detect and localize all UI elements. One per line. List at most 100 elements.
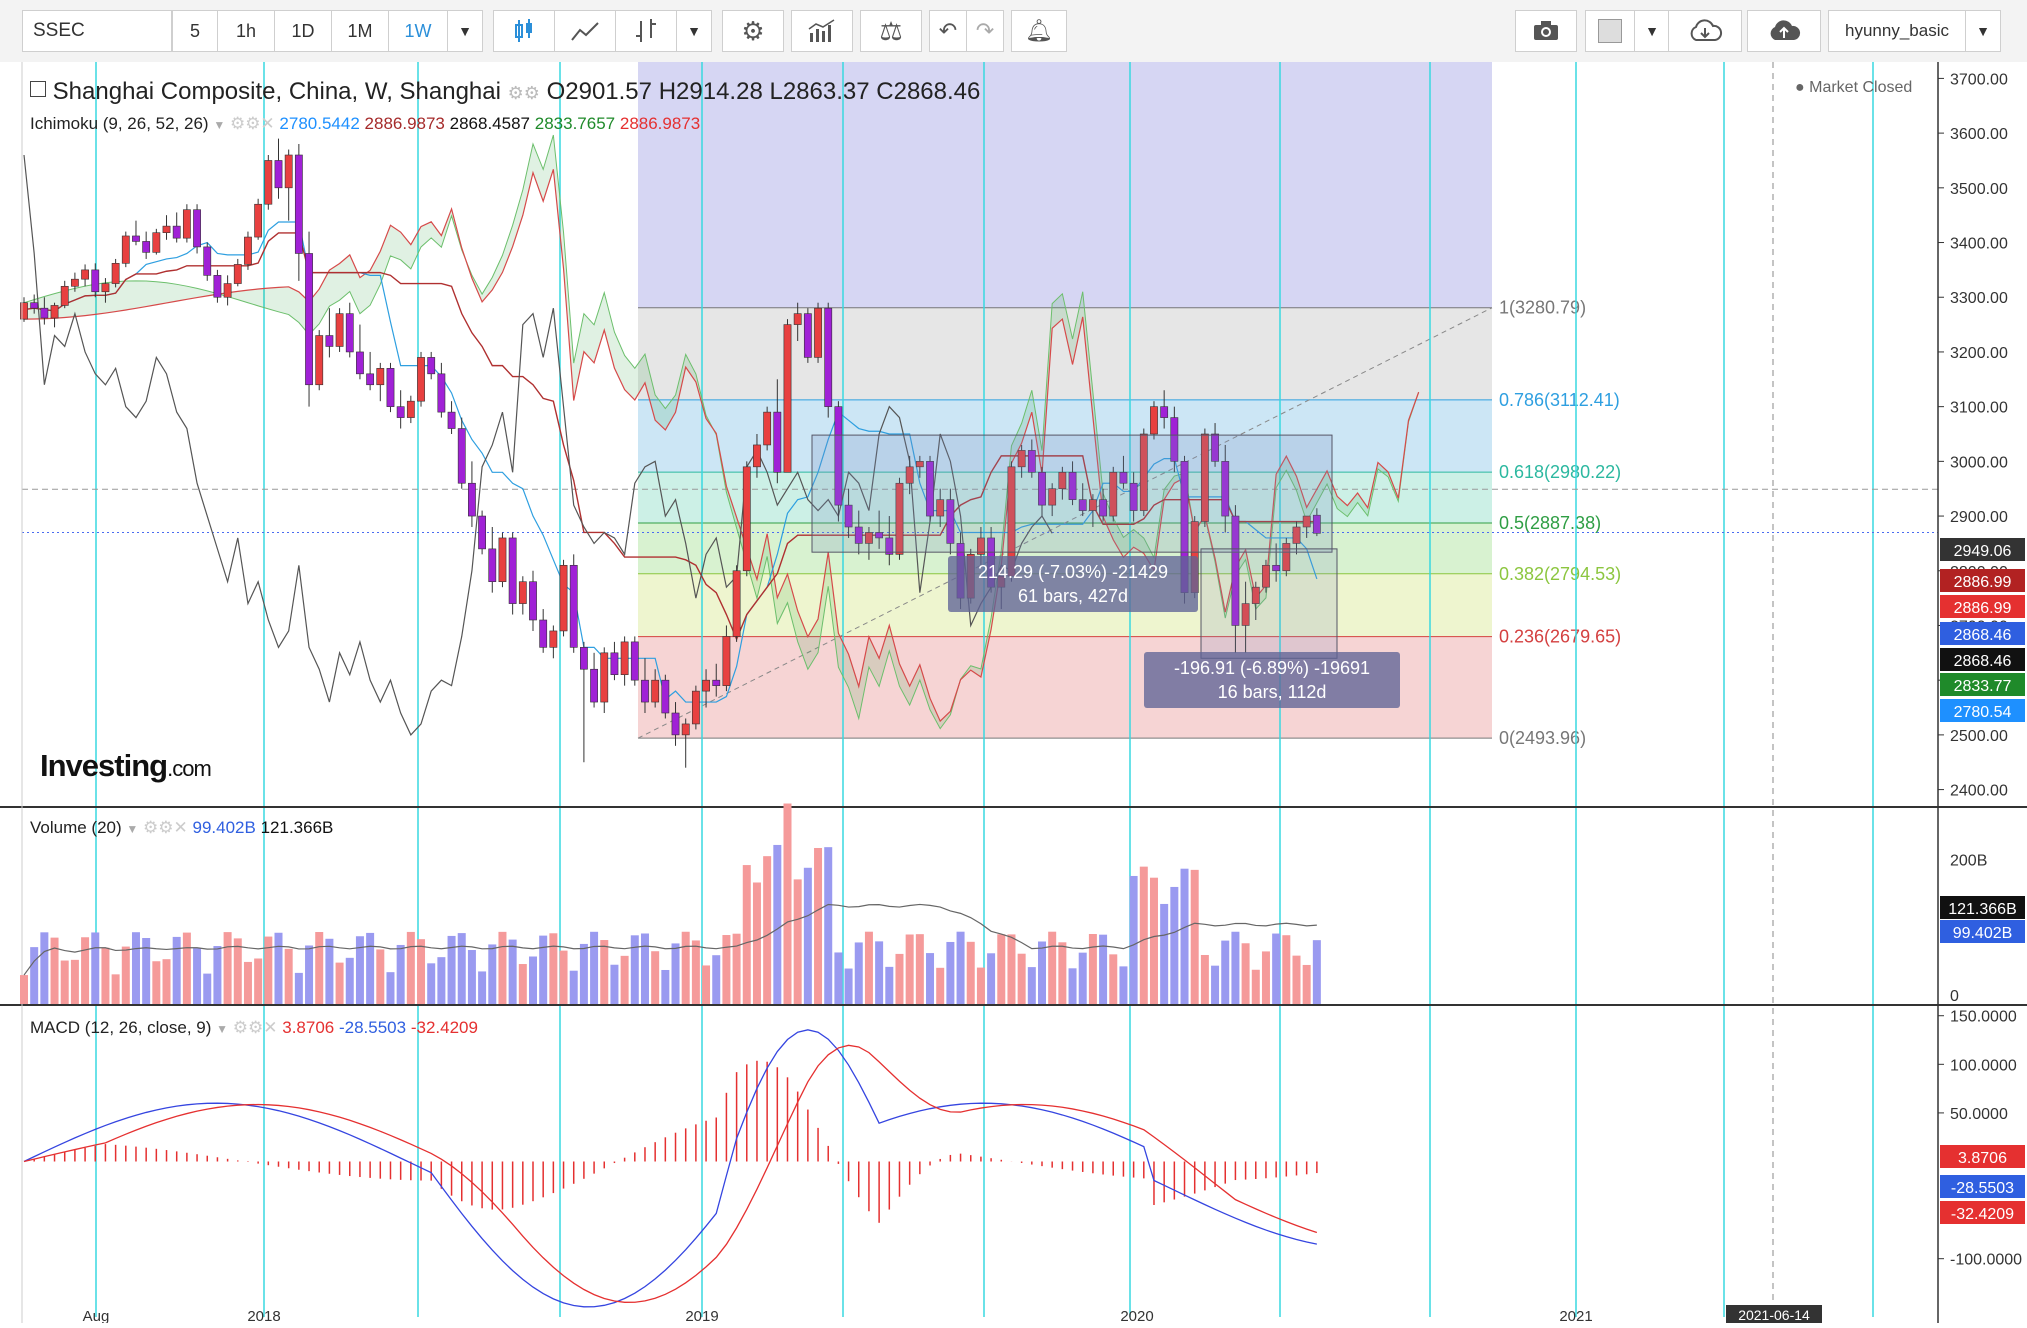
alert-button[interactable]: 🔔︎ (1011, 10, 1067, 52)
indicator-controls-icon[interactable]: ⚙⚙✕ (229, 114, 275, 133)
chart-svg[interactable]: 0(2493.96) 0.236(2679.65) 0.382(2794.53) 0.… (0, 62, 2027, 1325)
price-tag: 2868.46 (1954, 627, 2012, 644)
price-tag: 2780.54 (1954, 704, 2012, 721)
volume-bar (793, 879, 802, 1004)
undo-button[interactable]: ↶ (929, 10, 967, 52)
indicator-controls-icon[interactable]: ⚙⚙✕ (232, 1018, 278, 1037)
chart-area[interactable]: 0(2493.96) 0.236(2679.65) 0.382(2794.53) 0.… (0, 62, 2027, 1325)
interval-1d[interactable]: 1D (274, 10, 332, 52)
volume-bar (1272, 933, 1281, 1004)
volume-bar (366, 932, 375, 1004)
volume-bar (742, 865, 751, 1004)
candle-body (345, 313, 354, 353)
ichimoku-value-2: 2886.9873 (364, 114, 445, 133)
settings-button[interactable]: ⚙ (722, 10, 784, 52)
volume-bar (121, 946, 130, 1004)
candle-body (1272, 564, 1281, 572)
layout-dropdown[interactable]: ▼ (1965, 10, 2001, 52)
measure-box-1[interactable]: 214.29 (-7.03%) -21429 61 bars, 427d (948, 556, 1198, 612)
interval-1m[interactable]: 1M (331, 10, 389, 52)
volume-bar (976, 967, 985, 1004)
layout-name[interactable]: hyunny_basic (1828, 10, 1966, 52)
candle-body (1078, 499, 1087, 511)
macd-tick-label: 100.0000 (1950, 1057, 2017, 1074)
candle-body (661, 679, 670, 714)
color-dropdown[interactable]: ▼ (1634, 10, 1670, 52)
interval-dropdown[interactable]: ▼ (447, 10, 483, 52)
candle-body (152, 232, 161, 253)
open-value: 2901.57 (565, 78, 653, 105)
interval-1w[interactable]: 1W (388, 10, 448, 52)
price-tick-label: 3000.00 (1950, 454, 2008, 471)
candle-body (244, 236, 252, 265)
chevron-down-icon[interactable]: ▼ (126, 822, 139, 836)
volume-bar (691, 940, 700, 1004)
indicators-button[interactable] (791, 10, 853, 52)
volume-bar (1068, 968, 1077, 1004)
volume-bar (1170, 886, 1179, 1004)
candle-body (915, 461, 924, 468)
low-value: 2863.37 (782, 78, 870, 105)
volume-bar (783, 803, 792, 1004)
macd-tag-bg (1940, 1145, 2025, 1168)
volume-bar (467, 950, 476, 1004)
price-tag: 2833.77 (1954, 678, 2012, 695)
price-tag: 2886.99 (1954, 574, 2012, 591)
color-button[interactable] (1585, 10, 1635, 52)
chevron-down-icon[interactable]: ▼ (216, 1022, 229, 1036)
volume-name[interactable]: Volume (20) (30, 818, 122, 837)
save-chart-button[interactable] (1747, 10, 1821, 52)
macd-tag: 3.8706 (1958, 1150, 2007, 1167)
legend-settings-icon[interactable]: ⚙⚙ (507, 83, 540, 103)
volume-bar (1190, 869, 1199, 1004)
interval-5[interactable]: 5 (172, 10, 218, 52)
time-axis-label: 2018 (247, 1308, 280, 1323)
price-tag-bg (1940, 538, 2025, 561)
chevron-down-icon: ▼ (1976, 23, 1990, 39)
macd-name[interactable]: MACD (12, 26, close, 9) (30, 1018, 212, 1037)
line-chart-button[interactable] (554, 10, 616, 52)
candle-body (40, 307, 49, 319)
candle-body (315, 335, 324, 386)
candle-body (630, 641, 639, 681)
ichimoku-name[interactable]: Ichimoku (9, 26, 52, 26) (30, 114, 209, 133)
chart-type-dropdown[interactable]: ▼ (676, 10, 712, 52)
interval-1h[interactable]: 1h (217, 10, 275, 52)
volume-bar (1292, 955, 1301, 1004)
collapse-icon[interactable] (30, 81, 46, 97)
volume-bar (651, 951, 660, 1004)
candle-body (457, 428, 466, 484)
volume-bar (447, 935, 456, 1004)
volume-bar (1139, 866, 1148, 1004)
candles-button[interactable] (493, 10, 555, 52)
close-label: C (876, 78, 894, 105)
measure-box-2[interactable]: -196.91 (-6.89%) -19691 16 bars, 112d (1144, 652, 1400, 708)
redo-button[interactable]: ↷ (966, 10, 1004, 52)
price-tag: 2886.99 (1954, 600, 2012, 617)
compare-button[interactable]: ⚖ (860, 10, 922, 52)
snapshot-button[interactable] (1515, 10, 1577, 52)
indicator-controls-icon[interactable]: ⚙⚙✕ (143, 818, 188, 837)
volume-bar (600, 940, 609, 1004)
candle-body (569, 564, 578, 648)
ichimoku-value-1: 2780.5442 (279, 114, 360, 133)
volume-bar (1119, 966, 1128, 1004)
candle-body (1282, 543, 1291, 572)
volume-bar (854, 942, 863, 1004)
candle-body (193, 209, 201, 248)
load-chart-button[interactable] (1668, 10, 1742, 52)
candle-body (712, 679, 721, 686)
volume-bar (803, 867, 812, 1004)
bar-chart-button[interactable] (615, 10, 677, 52)
main-legend: Shanghai Composite, China, W, Shanghai ⚙… (30, 78, 980, 106)
volume-bar (752, 882, 761, 1004)
volume-bar (142, 938, 151, 1004)
candle-body (977, 537, 985, 555)
symbol-search-input[interactable]: SSEC (22, 10, 172, 52)
candle-body (50, 305, 59, 319)
candle-body (1312, 514, 1321, 534)
volume-bar (1048, 931, 1057, 1004)
volume-bar (936, 967, 945, 1004)
chevron-down-icon[interactable]: ▼ (213, 118, 226, 132)
candle-body (783, 324, 792, 473)
